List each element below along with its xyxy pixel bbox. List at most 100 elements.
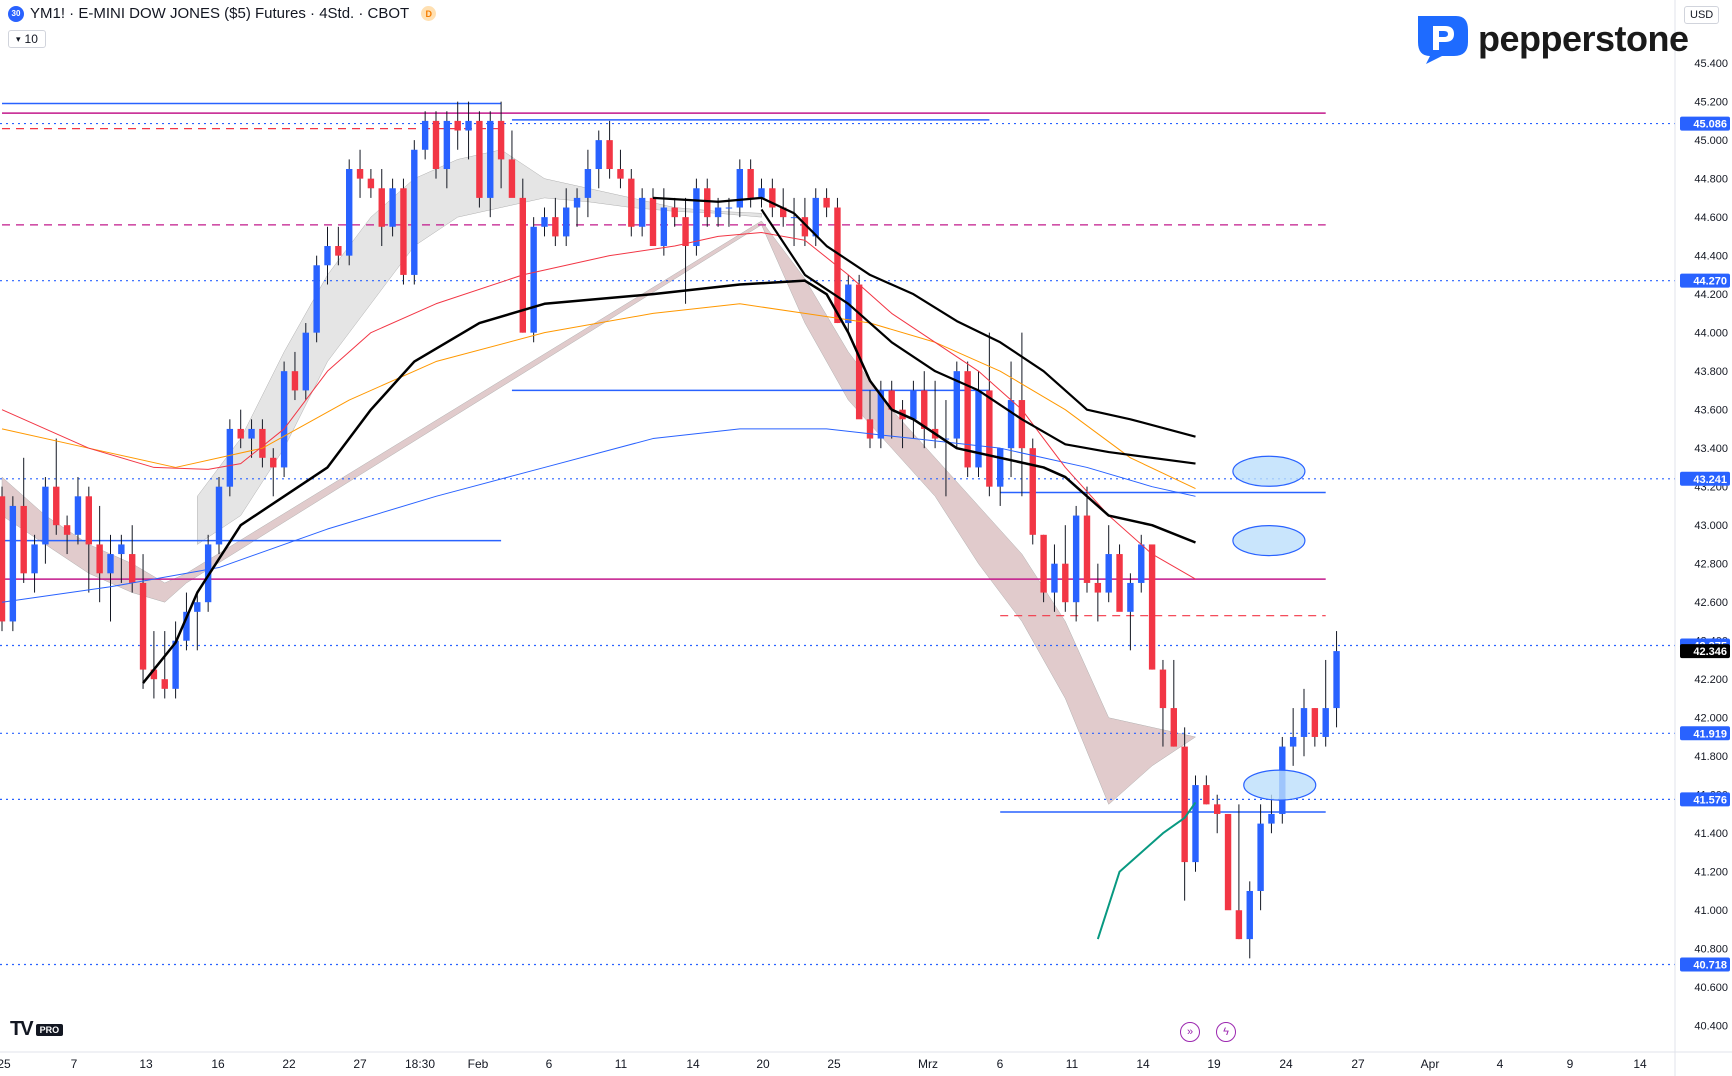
- candle-body: [248, 428, 255, 439]
- candle-body: [638, 197, 646, 227]
- x-tick-label: 14: [1633, 1057, 1647, 1071]
- candle-body: [1040, 534, 1047, 593]
- candle-body: [1214, 804, 1221, 814]
- candle-body: [150, 669, 158, 680]
- currency-selector[interactable]: USD: [1684, 6, 1720, 24]
- delayed-badge[interactable]: D: [421, 6, 437, 21]
- candle-body: [313, 265, 320, 333]
- annotation-ellipse[interactable]: [1243, 769, 1317, 801]
- candle-body: [324, 246, 331, 266]
- price-label-box[interactable]: [1680, 471, 1730, 486]
- x-tick-label: Apr: [1421, 1057, 1440, 1071]
- y-tick-label: 44.800: [1694, 174, 1728, 186]
- price-label[interactable]: 44.270: [1693, 276, 1727, 288]
- brand-name: pepperstone: [1478, 18, 1689, 59]
- y-tick-label: 44.400: [1694, 251, 1728, 263]
- candle-body: [1159, 669, 1167, 709]
- candle-body: [877, 390, 885, 439]
- price-label-box[interactable]: [1680, 644, 1730, 659]
- candle-body: [1138, 544, 1145, 583]
- y-tick-label: 42.000: [1694, 713, 1728, 725]
- tv-mark: TV: [10, 1018, 34, 1040]
- y-tick-label: 45.000: [1694, 135, 1728, 147]
- x-tick-label: 11: [1066, 1057, 1079, 1071]
- candle-body: [454, 120, 461, 131]
- annotations[interactable]: [1232, 455, 1317, 801]
- y-tick-label: 40.600: [1694, 982, 1728, 994]
- candle-body: [725, 207, 733, 209]
- interval-selector[interactable]: ▾ 10: [8, 30, 46, 48]
- candle-body: [530, 226, 537, 333]
- ema-blue-line: [1, 428, 1196, 603]
- candle-body: [443, 120, 451, 170]
- price-label-box[interactable]: [1680, 726, 1730, 741]
- candle-body: [1051, 563, 1058, 593]
- price-label[interactable]: 45.086: [1693, 119, 1727, 131]
- lightning-icon[interactable]: ϟ: [1216, 1022, 1236, 1042]
- symbol-badge: 30: [8, 5, 24, 22]
- candle-body: [270, 457, 277, 468]
- candle-body: [1257, 823, 1264, 891]
- candle-body: [606, 140, 613, 170]
- price-label[interactable]: 42.346: [1693, 646, 1727, 658]
- y-tick-label: 43.400: [1694, 443, 1728, 455]
- candle-body: [204, 544, 212, 603]
- x-tick-label: 20: [756, 1057, 770, 1071]
- candle-body: [769, 188, 776, 208]
- ema-green-line: [1096, 801, 1197, 940]
- x-tick-label: Mrz: [918, 1057, 938, 1071]
- candle-body: [736, 169, 743, 208]
- candle-body: [432, 120, 440, 170]
- price-label[interactable]: 41.919: [1693, 728, 1727, 740]
- candles: [0, 101, 1340, 959]
- x-tick-label: 11: [615, 1057, 628, 1071]
- candle-body: [910, 390, 917, 420]
- candle-body: [1268, 813, 1275, 824]
- symbol-title[interactable]: YM1! · E-MINI DOW JONES ($5) Futures · 4…: [30, 5, 410, 22]
- y-tick-label: 41.200: [1694, 867, 1728, 879]
- cloud-up: [197, 149, 762, 545]
- candle-body: [953, 371, 960, 439]
- candle-body: [118, 544, 125, 555]
- price-label-box[interactable]: [1680, 792, 1730, 807]
- candle-body: [997, 448, 1004, 487]
- x-tick-label: 14: [686, 1057, 700, 1071]
- annotation-ellipse[interactable]: [1232, 455, 1306, 487]
- candle-body: [1289, 736, 1297, 747]
- candle-body: [780, 207, 787, 218]
- candle-body: [671, 207, 678, 218]
- candle-body: [855, 284, 863, 420]
- price-label[interactable]: 40.718: [1693, 960, 1727, 972]
- candle-body: [986, 390, 993, 487]
- price-label[interactable]: 43.241: [1693, 474, 1727, 486]
- price-label[interactable]: 41.576: [1693, 794, 1727, 806]
- candle-body: [226, 428, 234, 487]
- candle-body: [584, 169, 592, 198]
- x-tick-label: 6: [546, 1057, 553, 1071]
- price-label-box[interactable]: [1680, 116, 1730, 131]
- price-label-box[interactable]: [1680, 957, 1730, 972]
- candle-body: [1246, 890, 1253, 940]
- candle-body: [975, 390, 982, 468]
- candle-body: [1094, 582, 1102, 593]
- tradingview-logo[interactable]: TV PRO: [10, 1018, 64, 1041]
- ema-orange-line: [1, 303, 1196, 490]
- candle-body: [85, 496, 92, 545]
- x-tick-label: 16: [211, 1057, 225, 1071]
- time-axis[interactable]: 25 7 13 16 22 27 18:30 Feb 6 11 14 20 25 Mrz 6 11 14 19 24…: [0, 1057, 1647, 1071]
- candle-body: [823, 197, 830, 208]
- candle-body: [1029, 448, 1036, 535]
- brand-logo: pepperstone: [1412, 12, 1689, 66]
- symbol-header[interactable]: 30 YM1! · E-MINI DOW JONES ($5) Futures …: [8, 5, 437, 22]
- candle-body: [421, 120, 429, 150]
- candle-body: [259, 428, 266, 458]
- replay-icon[interactable]: »: [1180, 1022, 1200, 1042]
- x-tick-label: 9: [1567, 1057, 1574, 1071]
- candle-body: [107, 554, 114, 574]
- price-label-box[interactable]: [1680, 273, 1730, 288]
- candle-body: [866, 419, 874, 439]
- x-tick-label: 22: [282, 1057, 296, 1071]
- annotation-ellipse[interactable]: [1232, 524, 1306, 557]
